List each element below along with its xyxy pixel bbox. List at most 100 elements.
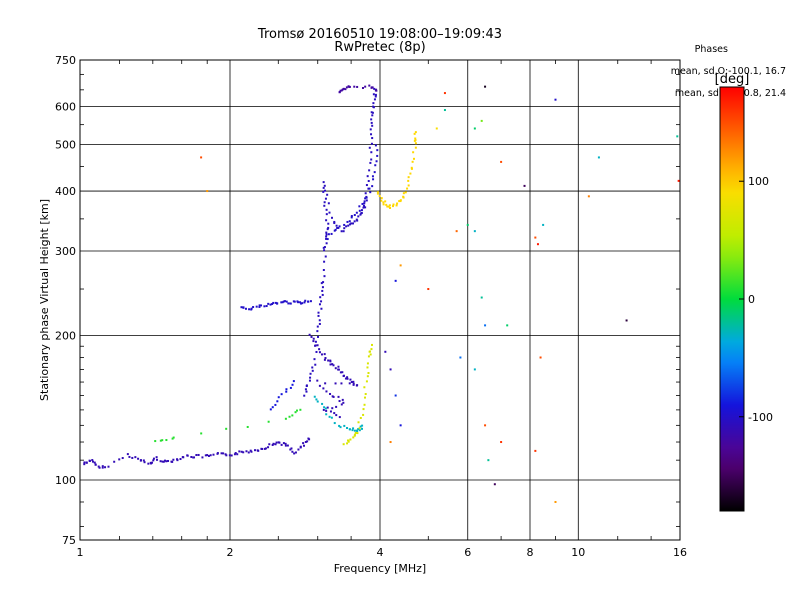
data-point: [171, 460, 174, 463]
data-point: [362, 206, 365, 209]
data-point: [204, 454, 207, 457]
data-point: [325, 219, 328, 222]
data-point: [352, 380, 355, 383]
data-point: [246, 425, 249, 428]
data-point: [365, 199, 368, 202]
data-point: [364, 393, 367, 396]
data-point: [83, 461, 86, 464]
data-point: [376, 192, 379, 195]
data-point: [348, 223, 351, 226]
data-point: [361, 424, 364, 427]
data-point: [346, 377, 349, 380]
data-point: [91, 459, 94, 462]
data-point: [142, 459, 145, 462]
data-point: [313, 395, 316, 398]
data-point: [359, 416, 362, 419]
data-point: [329, 360, 332, 363]
y-tick-label: 100: [55, 474, 76, 487]
data-point: [305, 384, 308, 387]
data-point: [303, 394, 306, 397]
data-point: [222, 452, 225, 455]
data-point: [338, 424, 341, 427]
data-point: [375, 88, 378, 91]
data-point: [407, 179, 410, 182]
data-point: [402, 192, 405, 195]
data-point: [242, 306, 245, 309]
data-point: [303, 301, 306, 304]
data-point: [291, 383, 294, 386]
data-point: [411, 160, 414, 163]
data-point: [126, 453, 129, 456]
data-point: [328, 211, 331, 214]
data-point: [407, 176, 410, 179]
data-point: [257, 449, 260, 452]
data-point: [289, 448, 292, 451]
data-point: [329, 392, 332, 395]
y-tick-label: 500: [55, 139, 76, 152]
data-point: [139, 459, 142, 462]
scatter-point: [435, 127, 438, 130]
chart-subtitle: RwPretec (8p): [334, 40, 426, 55]
data-point: [355, 384, 358, 387]
data-point: [274, 443, 277, 446]
data-point: [345, 225, 348, 228]
data-point: [268, 443, 271, 446]
data-point: [338, 416, 341, 419]
data-point: [402, 195, 405, 198]
data-point: [337, 368, 340, 371]
scatter-point: [534, 236, 537, 239]
scatter-point: [542, 223, 545, 226]
scatter-point: [493, 483, 496, 486]
data-point: [240, 450, 243, 453]
data-point: [311, 366, 314, 369]
scatter-point: [536, 243, 539, 246]
data-point: [316, 325, 319, 328]
scatter-point: [473, 230, 476, 233]
data-point: [410, 166, 413, 169]
data-point: [364, 85, 367, 88]
data-point: [225, 427, 228, 430]
data-point: [325, 233, 328, 236]
data-point: [297, 301, 300, 304]
data-point: [333, 412, 336, 415]
data-point: [392, 203, 395, 206]
data-point: [322, 269, 325, 272]
colorbar-label: [deg]: [715, 72, 750, 87]
data-point: [340, 382, 343, 385]
data-point: [347, 224, 350, 227]
data-point: [159, 460, 162, 463]
data-point: [363, 403, 366, 406]
data-point: [376, 149, 379, 152]
data-point: [361, 87, 364, 90]
data-point: [341, 398, 344, 401]
data-point: [258, 305, 261, 308]
scatter-point: [676, 135, 679, 138]
data-point: [300, 302, 303, 305]
data-point: [292, 300, 295, 303]
scatter-point: [389, 441, 392, 444]
data-point: [342, 230, 345, 233]
data-point: [312, 337, 315, 340]
data-point: [320, 307, 323, 310]
data-point: [323, 246, 326, 249]
data-point: [327, 359, 330, 362]
data-point: [224, 453, 227, 456]
data-point: [327, 226, 330, 229]
data-point: [361, 202, 364, 205]
data-point: [372, 178, 375, 181]
scatter-point: [443, 92, 446, 95]
data-point: [323, 275, 326, 278]
data-point: [269, 408, 272, 411]
data-point: [355, 429, 358, 432]
data-point: [310, 335, 313, 338]
data-point: [359, 425, 362, 428]
data-point: [195, 454, 198, 457]
colorbar-tick-label: -100: [748, 411, 773, 424]
x-tick-label: 6: [464, 546, 471, 559]
scatter-point: [534, 449, 537, 452]
data-point: [323, 249, 326, 252]
data-point: [161, 460, 164, 463]
data-point: [309, 300, 312, 303]
data-point: [352, 383, 355, 386]
data-point: [275, 441, 278, 444]
